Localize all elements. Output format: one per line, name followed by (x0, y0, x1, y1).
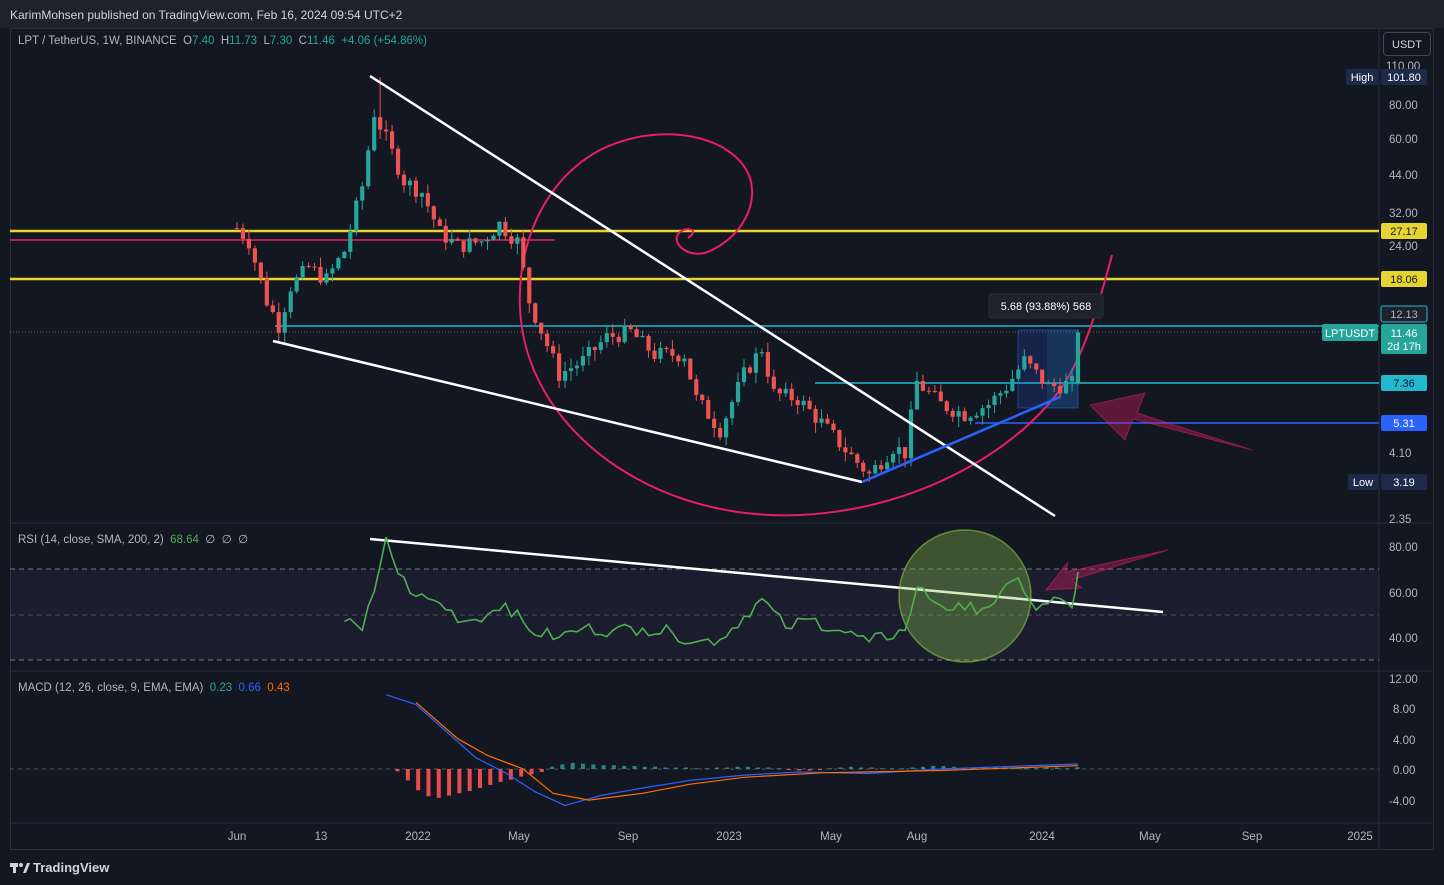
close-value: 11.46 (306, 35, 335, 47)
macd-hist-value: 0.23 (209, 682, 233, 694)
publish-info: KarimMohsen published on TradingView.com… (10, 8, 403, 22)
currency-button[interactable]: USDT (1383, 32, 1431, 56)
macd-line-value: 0.66 (238, 682, 261, 694)
low-value: 7.30 (269, 35, 293, 47)
high-label: H (220, 35, 230, 47)
open-label: O (183, 35, 193, 47)
change-value: +4.06 (+54.86%) (341, 35, 427, 47)
macd-legend: MACD (12, 26, close, 9, EMA, EMA) 0.23 0… (18, 682, 290, 694)
rsi-null-3: ∅ (238, 534, 249, 546)
rsi-null-2: ∅ (221, 534, 232, 546)
footer-brand[interactable]: TradingView (33, 860, 110, 875)
rsi-value: 68.64 (170, 534, 199, 546)
rsi-null-1: ∅ (205, 534, 216, 546)
rsi-legend: RSI (14, close, SMA, 200, 2) 68.64 ∅ ∅ ∅ (18, 532, 248, 546)
macd-title: MACD (12, 26, close, 9, EMA, EMA) (18, 682, 204, 694)
tradingview-logo-icon (10, 863, 30, 873)
symbol-label: LPT / TetherUS, 1W, BINANCE (18, 35, 177, 47)
high-value: 11.73 (229, 35, 258, 47)
footer: TradingView (0, 852, 1444, 885)
publish-bar: KarimMohsen published on TradingView.com… (0, 0, 1444, 28)
rsi-title: RSI (14, close, SMA, 200, 2) (18, 534, 164, 546)
main-legend: LPT / TetherUS, 1W, BINANCE O7.40 H11.73… (18, 35, 427, 47)
open-value: 7.40 (192, 35, 215, 47)
close-label: C (298, 35, 307, 47)
macd-signal-value: 0.43 (267, 682, 290, 694)
low-label: L (263, 35, 270, 47)
chart-frame (10, 28, 1434, 850)
